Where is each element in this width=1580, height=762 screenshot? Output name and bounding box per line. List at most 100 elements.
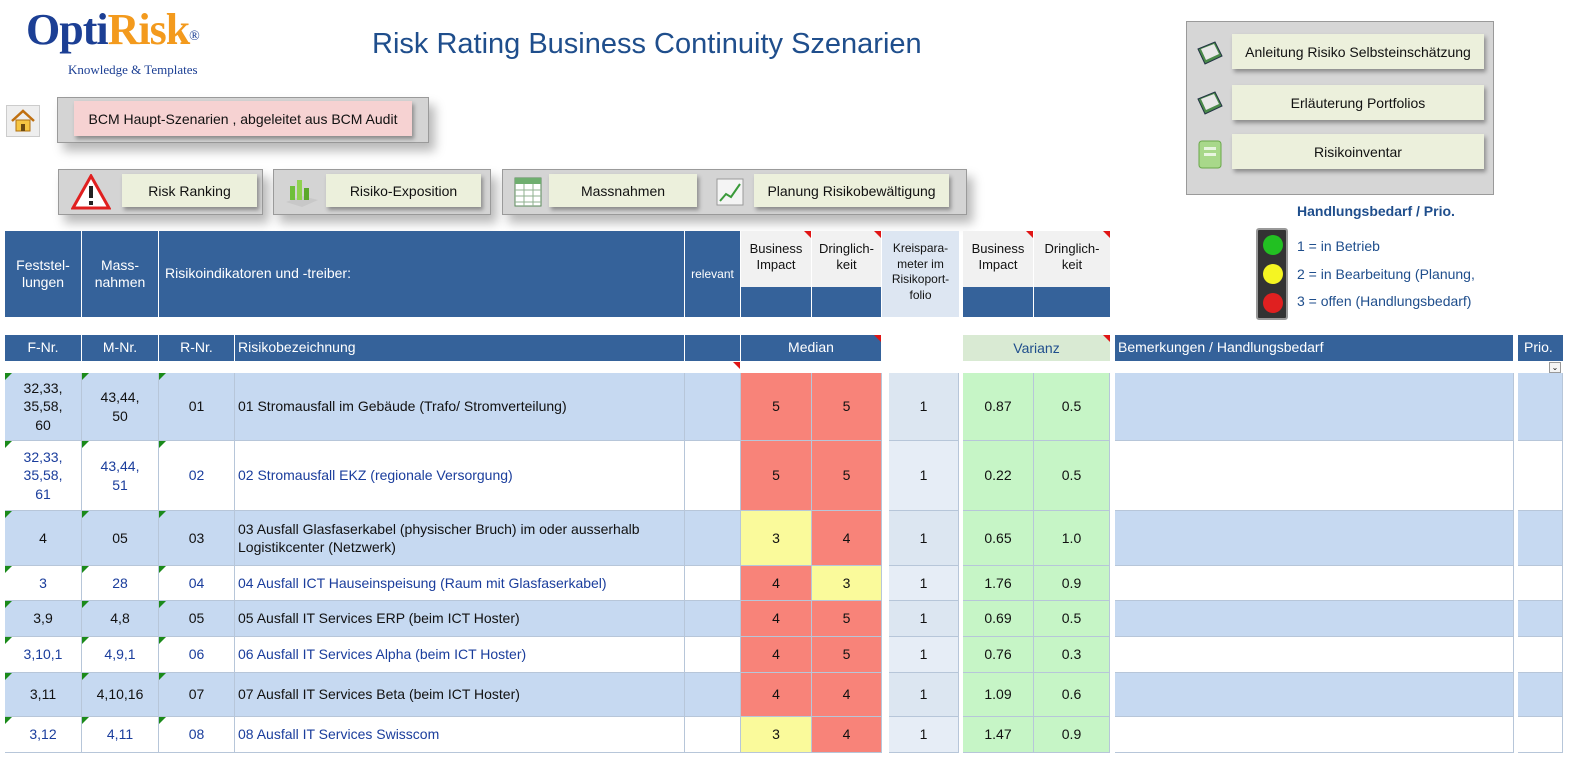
cell-bemerkungen[interactable] [1115,717,1514,753]
warning-icon[interactable] [70,173,112,210]
cell-median-business-impact: 3 [741,717,812,753]
cell-prio[interactable] [1518,566,1563,601]
cell-median-dringlichkeit: 3 [812,566,882,601]
cell-prio[interactable] [1518,673,1563,717]
relevant-filter-marker [733,362,740,369]
cell-bemerkungen[interactable] [1115,673,1514,717]
comment-marker [82,511,89,518]
col-m-nr: M-Nr. [82,335,158,361]
comment-marker [159,441,166,448]
comment-marker [82,673,89,680]
col-median: Median [741,335,881,361]
cell-prio[interactable] [1518,637,1563,673]
bcm-haupt-szenarien-button[interactable]: BCM Haupt-Szenarien , abgeleitet aus BCM… [74,101,412,136]
cell-m-nr: 4,9,1 [82,637,159,673]
cell-median-dringlichkeit: 5 [812,601,882,637]
header-bi-marker [741,231,811,287]
cell-f-nr: 3,12 [5,717,82,753]
cell-relevant[interactable] [685,673,741,717]
comment-marker [82,373,89,380]
comment-marker [82,717,89,724]
cell-relevant[interactable] [685,441,741,511]
logo-opti: Opti [26,5,109,54]
col-bemerkungen: Bemerkungen / Handlungsbedarf [1115,335,1513,361]
col-f-nr: F-Nr. [5,335,81,361]
book-icon[interactable] [1194,37,1226,69]
home-icon[interactable] [6,105,40,137]
cell-m-nr: 4,8 [82,601,159,637]
document-icon[interactable] [1194,136,1226,172]
cell-varianz-business-impact: 1.09 [963,673,1034,717]
cell-median-dringlichkeit: 5 [812,637,882,673]
cell-kreisparameter: 1 [889,566,959,601]
comment-marker [82,566,89,573]
cell-prio[interactable] [1518,511,1563,566]
comment-marker [82,441,89,448]
comment-marker [82,601,89,608]
header-risikoindikatoren: Risikoindikatoren und -treiber: [159,231,684,317]
cell-varianz-business-impact: 0.69 [963,601,1034,637]
header-bi2-strip [963,287,1033,317]
cell-median-business-impact: 4 [741,566,812,601]
cell-r-nr: 08 [159,717,235,753]
cell-bemerkungen[interactable] [1115,566,1514,601]
prio-filter-dropdown[interactable]: ⌄ [1549,362,1561,373]
cell-varianz-dringlichkeit: 0.5 [1034,601,1110,637]
comment-marker [5,717,12,724]
header-dr-marker [812,231,881,287]
col-varianz-marker [963,335,1110,361]
cell-relevant[interactable] [685,566,741,601]
cell-risikobezeichnung: 06 Ausfall IT Services Alpha (beim ICT H… [235,637,685,673]
book-icon-2[interactable] [1194,87,1226,119]
cell-kreisparameter: 1 [889,637,959,673]
planung-risikobewaeltigung-button[interactable]: Planung Risikobewältigung [754,174,949,207]
cell-risikobezeichnung: 04 Ausfall ICT Hauseinspeisung (Raum mit… [235,566,685,601]
cell-relevant[interactable] [685,601,741,637]
legend-title: Handlungsbedarf / Prio. [1297,203,1455,219]
comment-marker [5,601,12,608]
cell-median-business-impact: 4 [741,601,812,637]
cell-f-nr: 3,11 [5,673,82,717]
cell-prio[interactable] [1518,601,1563,637]
cell-median-business-impact: 5 [741,373,812,441]
bar-chart-icon[interactable] [282,173,322,210]
legend-item-2: 2 = in Bearbeitung (Planung, [1297,266,1475,282]
comment-marker [5,637,12,644]
cell-bemerkungen[interactable] [1115,637,1514,673]
col-prio: Prio. [1518,335,1563,361]
cell-prio[interactable] [1518,373,1563,441]
anleitung-button[interactable]: Anleitung Risiko Selbsteinschätzung [1232,34,1484,69]
cell-f-nr: 3 [5,566,82,601]
erlaeuterung-portfolios-button[interactable]: Erläuterung Portfolios [1232,85,1484,120]
logo-tagline: Knowledge & Templates [68,62,198,77]
cell-risikobezeichnung: 01 Stromausfall im Gebäude (Trafo/ Strom… [235,373,685,441]
cell-prio[interactable] [1518,717,1563,753]
cell-bemerkungen[interactable] [1115,601,1514,637]
cell-relevant[interactable] [685,373,741,441]
cell-relevant[interactable] [685,511,741,566]
trend-chart-icon[interactable] [712,174,748,210]
header-dr-strip [812,287,881,317]
comment-marker [5,511,12,518]
comment-marker [159,601,166,608]
cell-f-nr: 3,9 [5,601,82,637]
cell-bemerkungen[interactable] [1115,441,1514,511]
cell-bemerkungen[interactable] [1115,373,1514,441]
cell-relevant[interactable] [685,637,741,673]
cell-varianz-business-impact: 0.22 [963,441,1034,511]
cell-kreisparameter: 1 [889,717,959,753]
risiko-exposition-button[interactable]: Risiko-Exposition [326,174,481,207]
header-dringlichkeit-2: Dringlich- keit [1034,231,1110,287]
comment-marker [159,673,166,680]
comment-marker [5,566,12,573]
risikoinventar-button[interactable]: Risikoinventar [1232,134,1484,169]
spreadsheet-icon[interactable] [510,174,546,210]
cell-prio[interactable] [1518,441,1563,511]
risk-ranking-button[interactable]: Risk Ranking [122,174,257,207]
cell-bemerkungen[interactable] [1115,511,1514,566]
cell-varianz-dringlichkeit: 0.6 [1034,673,1110,717]
massnahmen-button[interactable]: Massnahmen [549,174,697,207]
cell-relevant[interactable] [685,717,741,753]
cell-risikobezeichnung: 08 Ausfall IT Services Swisscom [235,717,685,753]
cell-kreisparameter: 1 [889,601,959,637]
